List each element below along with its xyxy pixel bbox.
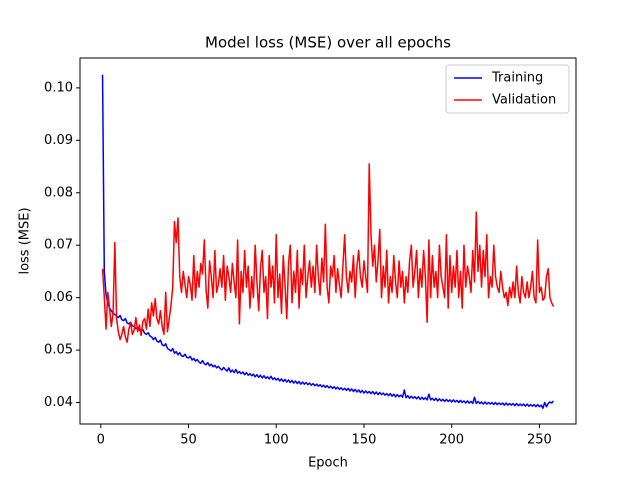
- legend-label: Training: [491, 71, 543, 86]
- chart-title: Model loss (MSE) over all epochs: [205, 34, 451, 52]
- y-tick-label: 0.08: [44, 185, 73, 200]
- x-tick-label: 150: [352, 433, 377, 448]
- y-tick-label: 0.09: [44, 133, 73, 148]
- axes-frame: [79, 57, 577, 425]
- legend-label: Validation: [492, 93, 556, 108]
- y-tick-label: 0.06: [44, 290, 73, 305]
- x-tick-label: 0: [97, 433, 105, 448]
- x-tick-label: 50: [180, 433, 197, 448]
- x-tick-label: 250: [527, 433, 552, 448]
- y-tick-label: 0.04: [44, 395, 73, 410]
- x-tick-label: 200: [439, 433, 464, 448]
- x-axis-label: Epoch: [308, 456, 348, 471]
- x-tick-label: 100: [264, 433, 289, 448]
- y-tick-label: 0.05: [44, 343, 73, 358]
- data-line: [101, 163, 555, 343]
- y-axis-label: loss (MSE): [18, 207, 33, 274]
- y-tick-label: 0.10: [44, 80, 73, 95]
- y-tick-label: 0.07: [44, 238, 73, 253]
- legend-box: [445, 64, 570, 114]
- data-line: [101, 74, 555, 410]
